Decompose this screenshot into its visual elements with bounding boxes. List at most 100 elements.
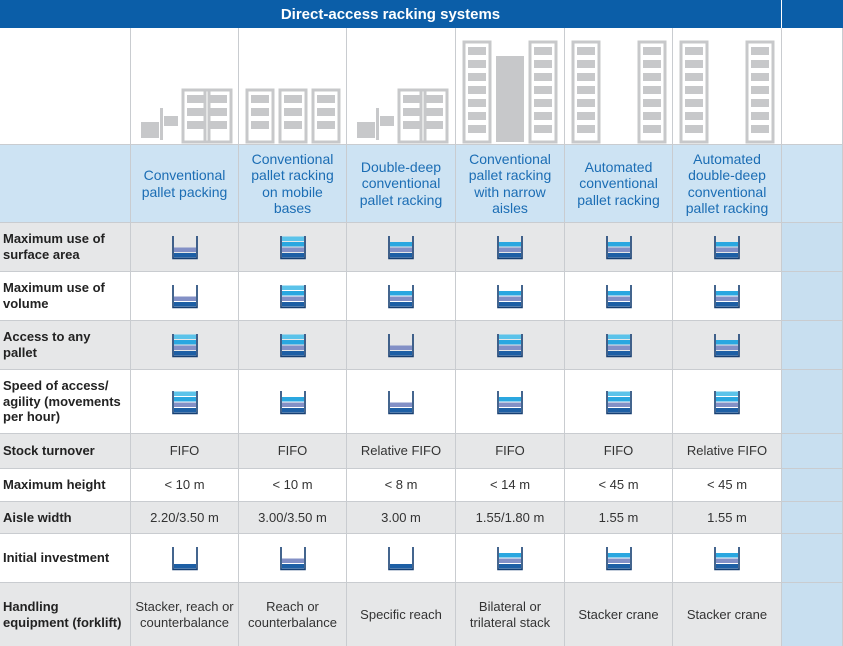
rack-frame <box>462 40 492 144</box>
rating-bar <box>607 351 630 356</box>
rating-icon <box>171 390 198 414</box>
text-cell: Stacker, reach or counterbalance <box>131 583 239 646</box>
pallet <box>685 112 703 120</box>
rating-icon <box>497 547 523 571</box>
blank-cell <box>0 28 131 145</box>
rating-cell <box>456 223 565 272</box>
extra-column <box>782 223 843 272</box>
rack-illustration <box>565 28 673 145</box>
text-cell: FIFO <box>239 434 347 469</box>
pallet <box>209 95 227 103</box>
rating-cell <box>131 370 239 434</box>
rating-bar <box>499 291 521 296</box>
rating-icon <box>714 390 740 414</box>
rating-icon <box>171 285 198 309</box>
rating-bar <box>499 407 521 412</box>
rating-bar <box>173 247 196 252</box>
rating-cell <box>239 370 347 434</box>
rating-icon <box>171 236 198 260</box>
pallet <box>685 60 703 68</box>
rating-bar <box>716 351 738 356</box>
rating-bar <box>281 558 304 563</box>
rating-bar <box>499 334 521 339</box>
rating-icon <box>497 285 523 309</box>
rating-cup <box>497 390 523 414</box>
rating-bar <box>607 302 630 307</box>
text-cell: Stacker crane <box>673 583 782 646</box>
rating-cup <box>714 547 740 571</box>
rating-bar <box>390 402 412 407</box>
text-cell: 1.55 m <box>673 502 782 534</box>
rating-bar <box>390 564 412 569</box>
pallet <box>685 86 703 94</box>
pallet <box>643 112 661 120</box>
pallet <box>209 121 227 129</box>
pallet <box>468 112 486 120</box>
rating-icon <box>605 390 632 414</box>
pallet <box>187 121 205 129</box>
pallet <box>685 47 703 55</box>
rating-cup <box>605 285 632 309</box>
rating-bar <box>281 564 304 569</box>
rating-icon <box>714 285 740 309</box>
extra-column <box>782 502 843 534</box>
rating-bar <box>607 345 630 350</box>
pallet <box>534 99 552 107</box>
pallet <box>317 121 335 129</box>
text-cell: 1.55 m <box>565 502 673 534</box>
rating-icon <box>388 390 414 414</box>
rating-bar <box>716 553 738 558</box>
rating-cup <box>388 390 414 414</box>
rating-cup <box>714 334 740 358</box>
pallet <box>751 60 769 68</box>
rating-bar <box>499 558 521 563</box>
rating-bar <box>607 296 630 301</box>
rating-icon <box>279 390 306 414</box>
rating-cell <box>131 223 239 272</box>
pallet <box>577 112 595 120</box>
rating-icon <box>171 547 198 571</box>
rating-bar <box>281 351 304 356</box>
text-cell: < 14 m <box>456 469 565 502</box>
rating-icon <box>497 236 523 260</box>
rating-cup <box>171 334 198 358</box>
rating-cup <box>388 334 414 358</box>
rating-icon <box>714 334 740 358</box>
rating-bar <box>173 351 196 356</box>
rating-bar <box>607 253 630 258</box>
column-name: Automated double-deep conventional palle… <box>673 145 782 223</box>
rating-icon <box>388 547 414 571</box>
pallet <box>685 99 703 107</box>
rating-bar <box>499 340 521 345</box>
pallet <box>534 125 552 133</box>
text-cell: FIFO <box>456 434 565 469</box>
rating-cup <box>388 285 414 309</box>
rating-cell <box>673 534 782 583</box>
rating-bar <box>173 296 196 301</box>
rating-bar <box>607 407 630 412</box>
column-name: Double-deep conventional pallet racking <box>347 145 456 223</box>
rating-bar <box>716 402 738 407</box>
rating-icon <box>279 285 306 309</box>
rating-cup <box>279 547 306 571</box>
rating-cup <box>279 390 306 414</box>
rating-cup <box>388 236 414 260</box>
rating-cup <box>171 390 198 414</box>
rating-cup <box>279 334 306 358</box>
rating-bar <box>173 564 196 569</box>
pallet <box>468 73 486 81</box>
pallet <box>284 95 302 103</box>
rating-bar <box>607 291 630 296</box>
rating-bar <box>499 345 521 350</box>
rating-cell <box>565 272 673 321</box>
table-title: Direct-access racking systems <box>0 0 782 28</box>
row-label: Handling equipment (forklift) <box>0 583 131 646</box>
pallet <box>468 99 486 107</box>
rack-frame <box>745 40 775 144</box>
rating-cup <box>171 547 198 571</box>
rating-bar <box>716 296 738 301</box>
pallet <box>577 99 595 107</box>
rating-bar <box>716 396 738 401</box>
rating-bar <box>607 564 630 569</box>
